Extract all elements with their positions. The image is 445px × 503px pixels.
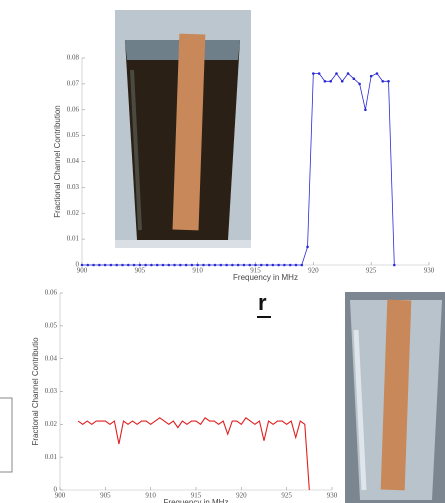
x-tick-label: 905 [100, 492, 111, 500]
y-tick-label: 0.06 [45, 289, 58, 297]
y-tick-label: 0.04 [45, 354, 58, 362]
point [132, 263, 136, 267]
point [213, 263, 217, 267]
point [283, 263, 286, 267]
point [190, 263, 194, 267]
y-tick-label: 0 [76, 261, 80, 269]
point [248, 263, 252, 267]
point [219, 263, 223, 267]
point [179, 263, 182, 267]
point [98, 263, 101, 267]
point [340, 79, 344, 83]
x-tick-label: 930 [327, 492, 338, 500]
x-axis-label: Frequency in MHz [164, 498, 229, 503]
point [393, 263, 396, 267]
point [126, 263, 130, 267]
point [184, 263, 188, 267]
y-tick-label: 0.04 [67, 157, 80, 165]
y-tick-label: 0.07 [67, 79, 80, 87]
x-tick-label: 925 [366, 267, 377, 275]
x-tick-label: 910 [192, 267, 203, 275]
point [323, 79, 327, 83]
point [225, 263, 228, 267]
point [265, 263, 269, 267]
point [80, 263, 84, 267]
y-tick-label: 0.01 [67, 235, 80, 243]
point [231, 263, 234, 267]
point [288, 263, 292, 267]
y-tick-label: 0.03 [45, 387, 58, 395]
x-tick-label: 900 [77, 267, 88, 275]
point [300, 263, 304, 267]
point [196, 263, 199, 267]
point [207, 263, 211, 267]
point [173, 263, 176, 267]
point [144, 263, 147, 267]
series-line [77, 416, 310, 491]
y-tick-label: 0.03 [67, 183, 80, 191]
point [306, 245, 309, 249]
y-tick-label: 0.05 [67, 131, 80, 139]
point [202, 263, 205, 267]
point [375, 72, 379, 75]
point [381, 79, 385, 83]
point [115, 263, 118, 267]
y-tick-label: 0.05 [45, 321, 58, 329]
x-tick-label: 905 [135, 267, 146, 275]
point [352, 77, 356, 80]
point [86, 263, 90, 267]
x-tick-label: 920 [236, 492, 247, 500]
point [138, 263, 142, 267]
x-tick-label: 920 [308, 267, 319, 275]
point [294, 263, 298, 267]
point [312, 72, 315, 75]
y-axis-label: Fractional Channel Contributio [31, 337, 40, 446]
y-axis-label: Fractional Channel Contribution [53, 105, 62, 218]
point [242, 263, 246, 267]
photo-glass-dark [115, 10, 251, 248]
point [236, 263, 240, 267]
x-tick-label: 930 [424, 267, 435, 275]
charts: 0 0.01 0.02 0.03 0.04 0.05 0.06 0.07 0.08 900 905 9… [31, 54, 435, 503]
point [387, 79, 390, 83]
point [92, 263, 95, 267]
point [358, 82, 361, 86]
point [346, 72, 350, 75]
point [364, 108, 367, 112]
y-tick-label: 0.06 [67, 105, 80, 113]
point [329, 79, 332, 83]
x-tick-label: 915 [191, 492, 202, 500]
point [271, 263, 275, 267]
point [167, 263, 171, 267]
x-tick-label: 910 [145, 492, 156, 500]
y-tick-label: 0.02 [67, 209, 80, 217]
point [150, 263, 153, 267]
point [317, 72, 321, 75]
point [161, 263, 165, 267]
x-tick-label: 925 [281, 492, 292, 500]
point [109, 263, 113, 267]
slide-text: r [258, 290, 267, 315]
y-tick-label: 0 [54, 486, 58, 494]
x-tick-label: 900 [55, 492, 66, 500]
photo-glass-clear [345, 292, 445, 503]
point [155, 263, 159, 267]
point [254, 263, 257, 267]
point [369, 74, 373, 78]
point [259, 263, 263, 267]
y-tick-label: 0.01 [45, 453, 58, 461]
point [103, 263, 107, 267]
y-tick-label: 0.08 [67, 54, 80, 62]
point [277, 263, 280, 267]
y-tick-label: 0.02 [45, 420, 58, 428]
point [335, 72, 338, 75]
x-axis-label: Frequency in MHz [233, 273, 298, 282]
box-fragment [0, 397, 13, 473]
x-tick-label: 915 [250, 267, 261, 275]
point [121, 263, 124, 267]
